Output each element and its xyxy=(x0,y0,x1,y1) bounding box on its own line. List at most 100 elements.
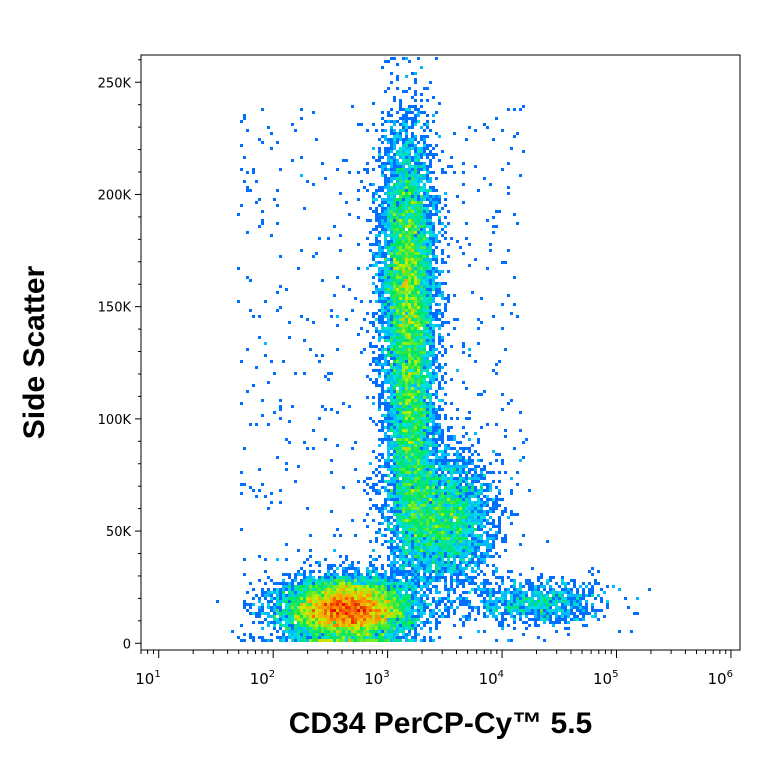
density-cell xyxy=(294,576,297,579)
density-cell xyxy=(423,297,426,300)
density-cell xyxy=(309,615,312,618)
density-cell xyxy=(447,600,450,603)
density-cell xyxy=(432,483,435,486)
density-cell xyxy=(339,606,342,609)
density-cell xyxy=(375,483,378,486)
density-cell xyxy=(396,627,399,630)
density-cell xyxy=(414,165,417,168)
density-cell xyxy=(309,630,312,633)
density-cell xyxy=(384,270,387,273)
density-cell xyxy=(438,591,441,594)
density-cell xyxy=(405,192,408,195)
density-cell xyxy=(465,534,468,537)
density-cell xyxy=(387,405,390,408)
density-cell xyxy=(495,504,498,507)
density-cell xyxy=(534,606,537,609)
density-cell xyxy=(393,336,396,339)
density-cell xyxy=(492,504,495,507)
density-cell xyxy=(399,420,402,423)
density-cell xyxy=(414,459,417,462)
density-cell xyxy=(429,372,432,375)
density-cell xyxy=(423,291,426,294)
density-cell xyxy=(420,444,423,447)
density-cell xyxy=(405,354,408,357)
density-cell xyxy=(378,330,381,333)
density-cell xyxy=(420,453,423,456)
density-cell xyxy=(405,564,408,567)
density-cell xyxy=(411,453,414,456)
density-cell xyxy=(381,534,384,537)
density-cell xyxy=(423,525,426,528)
density-cell xyxy=(396,495,399,498)
density-cell xyxy=(390,318,393,321)
density-cell xyxy=(435,528,438,531)
density-cell xyxy=(549,591,552,594)
density-cell xyxy=(423,276,426,279)
density-cell xyxy=(456,597,459,600)
density-cell xyxy=(423,540,426,543)
density-cell xyxy=(408,264,411,267)
density-cell xyxy=(444,447,447,450)
density-cell xyxy=(411,267,414,270)
density-cell xyxy=(438,384,441,387)
density-cell xyxy=(432,579,435,582)
density-cell xyxy=(468,600,471,603)
density-cell xyxy=(417,540,420,543)
density-cell xyxy=(444,192,447,195)
density-cell xyxy=(264,612,267,615)
density-cell xyxy=(423,567,426,570)
density-cell xyxy=(432,600,435,603)
density-cell xyxy=(375,225,378,228)
density-cell xyxy=(420,354,423,357)
density-cell xyxy=(390,213,393,216)
density-cell xyxy=(318,603,321,606)
density-cell xyxy=(408,387,411,390)
density-cell xyxy=(363,639,366,642)
density-cell xyxy=(462,579,465,582)
density-cell xyxy=(366,600,369,603)
density-cell xyxy=(432,324,435,327)
density-cell xyxy=(330,606,333,609)
density-cell xyxy=(438,561,441,564)
density-cell xyxy=(393,168,396,171)
density-cell xyxy=(471,567,474,570)
density-cell xyxy=(441,570,444,573)
density-cell xyxy=(420,543,423,546)
density-cell xyxy=(408,516,411,519)
density-cell xyxy=(288,612,291,615)
density-cell xyxy=(405,534,408,537)
density-cell xyxy=(342,576,345,579)
density-cell xyxy=(423,237,426,240)
density-cell xyxy=(396,447,399,450)
density-cell xyxy=(387,588,390,591)
density-cell xyxy=(381,396,384,399)
density-cell xyxy=(384,150,387,153)
density-cell xyxy=(411,177,414,180)
density-cell xyxy=(465,513,468,516)
density-cell xyxy=(414,357,417,360)
density-cell xyxy=(402,186,405,189)
density-cell xyxy=(423,282,426,285)
density-cell xyxy=(465,486,468,489)
density-cell xyxy=(486,483,489,486)
density-cell xyxy=(315,624,318,627)
density-cell xyxy=(318,606,321,609)
density-cell xyxy=(375,636,378,639)
density-cell xyxy=(432,204,435,207)
density-cell xyxy=(489,489,492,492)
density-cell xyxy=(393,591,396,594)
density-cell xyxy=(432,276,435,279)
density-cell xyxy=(411,318,414,321)
density-cell xyxy=(540,606,543,609)
density-cell xyxy=(378,360,381,363)
density-cell xyxy=(297,615,300,618)
density-cell xyxy=(411,540,414,543)
density-cell xyxy=(468,591,471,594)
density-cell xyxy=(342,612,345,615)
density-cell xyxy=(450,573,453,576)
density-cell xyxy=(378,633,381,636)
density-cell xyxy=(444,585,447,588)
density-cell xyxy=(423,411,426,414)
density-cell xyxy=(402,588,405,591)
density-cell xyxy=(372,381,375,384)
